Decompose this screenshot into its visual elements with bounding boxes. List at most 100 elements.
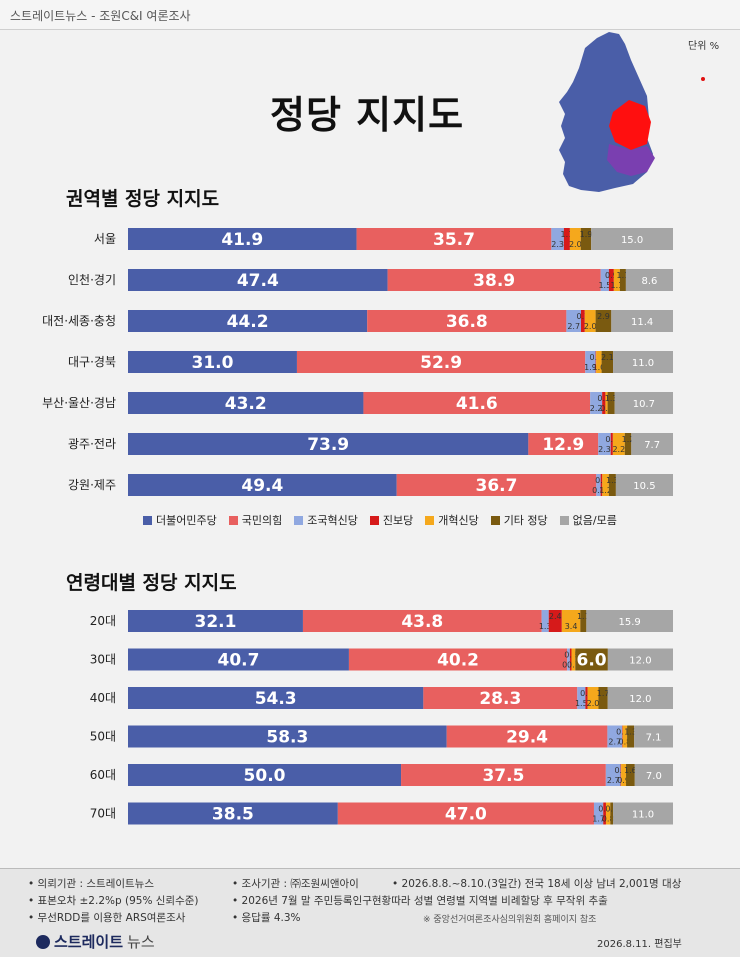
bar-segment	[563, 228, 570, 250]
data-label: 1.3	[606, 476, 619, 485]
publish-date: 2026.8.11. 편집부	[597, 939, 682, 950]
bar-segment	[128, 725, 447, 748]
data-label: 36.7	[476, 476, 518, 496]
data-label: 10.7	[633, 399, 655, 410]
dokdo-dot-icon	[701, 77, 705, 81]
bar-segment	[607, 648, 673, 671]
korea-map-icon	[559, 32, 655, 192]
bar-segment	[591, 228, 673, 250]
bar-segment	[608, 474, 616, 496]
logo-main: 스트레이트	[54, 933, 124, 951]
data-label: 12.0	[629, 656, 651, 667]
data-label: 38.5	[212, 805, 254, 825]
category-label: 서울	[94, 232, 116, 246]
bar-segment	[610, 433, 613, 455]
bar-segment	[621, 764, 627, 786]
data-label: 1.7	[592, 815, 605, 824]
category-label: 광주·전라	[68, 437, 116, 451]
category-label: 60대	[90, 768, 116, 782]
bar-segment	[128, 269, 388, 291]
bar-segment	[593, 802, 604, 825]
data-label: 1.7	[597, 689, 610, 698]
data-label: 0.8	[619, 738, 632, 747]
data-label: 52.9	[420, 353, 462, 373]
bar-segment	[302, 610, 542, 632]
bar-segment	[446, 725, 608, 748]
data-label: 43.8	[401, 612, 443, 632]
legend-item: 국민의힘	[228, 512, 283, 528]
bar-segment	[548, 610, 562, 632]
data-label: 7.7	[644, 440, 660, 451]
data-label: 0.5	[562, 661, 575, 670]
legend-label: 진보당	[382, 514, 414, 527]
legend-swatch	[228, 515, 238, 525]
bar-segment	[296, 351, 586, 373]
data-label: 7.1	[646, 733, 662, 744]
category-label: 대전·세종·충청	[42, 314, 116, 328]
legend-label: 국민의힘	[241, 514, 283, 527]
bar-segment	[590, 392, 603, 414]
bar-segment	[128, 802, 338, 825]
data-label: 0.7	[577, 312, 590, 321]
data-label: 1.6	[624, 766, 637, 775]
data-label: 1.3	[605, 394, 618, 403]
category-label: 부산·울산·경남	[42, 396, 116, 410]
bar-segment	[602, 392, 606, 414]
logo: 스트레이트 뉴스	[36, 931, 155, 952]
data-label: 2.7	[567, 322, 580, 331]
data-label: 0.5	[598, 805, 611, 814]
legend-swatch	[490, 515, 500, 525]
bar-segment	[584, 310, 596, 332]
data-label: 0.8	[602, 815, 615, 824]
data-label: 0.9	[605, 271, 618, 280]
data-label: 7.0	[646, 771, 662, 782]
bar-segment	[607, 687, 673, 709]
data-label: 0.3	[595, 476, 608, 485]
footer-note: ※ 중앙선거여론조사심의위원회 홈페이지 참조	[423, 915, 597, 925]
bar-segment	[634, 764, 673, 786]
bar-segment	[128, 228, 357, 250]
data-label: 1.3	[539, 622, 552, 631]
bar-segment	[603, 802, 606, 825]
legend-swatch	[143, 515, 152, 525]
data-label: 2.0	[584, 322, 597, 331]
bar-segment	[624, 433, 632, 455]
bar-segment	[367, 310, 567, 332]
bar-segment	[561, 610, 581, 632]
bar-segment	[600, 474, 603, 496]
bar-segment	[605, 392, 608, 414]
data-label: 12.9	[542, 435, 584, 455]
data-label: 1.9	[580, 230, 593, 239]
bar-segment	[128, 610, 303, 632]
data-label: 50.0	[244, 766, 286, 786]
legend-item: 더불어민주당	[143, 512, 217, 528]
data-label: 2.9	[597, 312, 610, 321]
bar-segment	[601, 351, 614, 373]
category-label: 강원·제주	[68, 478, 116, 492]
data-label: 1.0	[593, 363, 606, 372]
bar-segment	[595, 351, 597, 373]
bar-segment	[128, 433, 529, 455]
top-bar: 스트레이트뉴스 - 조원C&I 여론조사	[0, 0, 740, 30]
bar-segment	[607, 392, 615, 414]
data-label: 10.5	[633, 481, 655, 492]
data-label: 0.1	[614, 766, 627, 775]
bar-segment	[569, 228, 581, 250]
bar-segment	[585, 351, 596, 373]
data-label: 2.3	[598, 445, 611, 454]
bar-segment	[387, 269, 601, 291]
data-label: 36.8	[446, 312, 488, 332]
legend-item: 진보당	[369, 512, 414, 528]
footer-note: • 표본오차 ±2.2%p (95% 신뢰수준)	[28, 895, 199, 907]
data-label: 54.3	[255, 689, 297, 709]
data-label: 0.4	[605, 435, 618, 444]
bar-segment	[580, 310, 585, 332]
bar-segment	[620, 764, 622, 786]
data-label: 2.7	[607, 776, 620, 785]
category-label: 20대	[90, 614, 116, 628]
footer-note: • 무선RDD를 이용한 ARS여론조사	[28, 912, 186, 924]
data-label: 11.0	[632, 810, 654, 821]
footer	[0, 868, 740, 957]
bar-segment	[586, 610, 673, 632]
